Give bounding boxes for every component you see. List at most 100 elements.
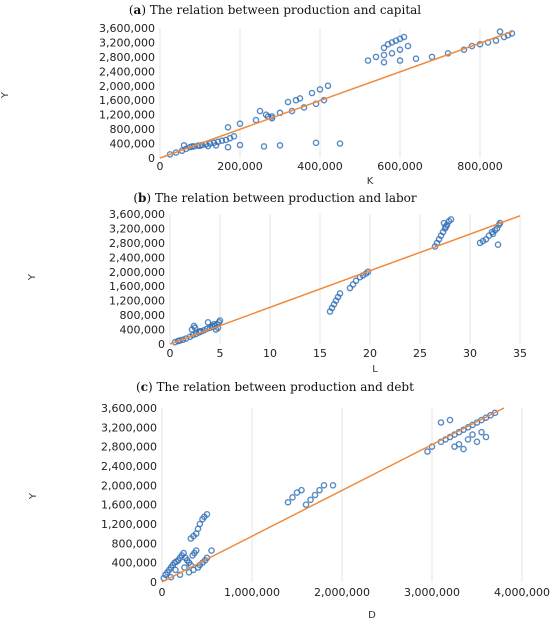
data-point: [494, 241, 502, 248]
data-point: [468, 42, 476, 50]
y-tick-label: 3,200,000: [109, 222, 165, 235]
x-tick-label: 0: [167, 347, 174, 360]
chart-title-text: ) The relation between production and ca…: [141, 3, 421, 17]
data-point: [252, 116, 260, 124]
data-point: [167, 573, 175, 581]
x-tick-label: 800,000: [457, 160, 503, 173]
x-tick-label: 4,000,000: [494, 586, 550, 599]
x-tick-label: 400,000: [297, 160, 343, 173]
x-tick-label: 35: [513, 347, 527, 360]
chart-panel-b: (b) The relation between production and …: [27, 191, 527, 375]
data-point: [210, 320, 218, 328]
y-tick-label: 1,600,000: [109, 280, 165, 293]
data-point: [204, 142, 212, 150]
data-point: [203, 511, 211, 518]
data-point: [428, 53, 436, 61]
y-axis-label: Y: [28, 492, 39, 500]
y-tick-label: 400,000: [120, 324, 166, 337]
chart-title-paren-open: (: [129, 3, 134, 17]
data-point: [508, 30, 516, 37]
scatter-series: [160, 409, 499, 582]
data-point: [256, 107, 264, 115]
y-tick-label: 2,400,000: [99, 65, 155, 78]
data-point: [196, 520, 204, 528]
data-point: [478, 428, 485, 436]
data-point: [289, 494, 296, 501]
x-axis-label: L: [372, 364, 378, 375]
chart-title-text: ) The relation between production and de…: [148, 380, 414, 394]
data-point: [482, 433, 490, 441]
data-point: [224, 143, 232, 151]
x-tick-label: 5: [217, 347, 224, 360]
data-point: [192, 547, 200, 554]
chart-title-paren-open: (: [133, 191, 138, 205]
chart-title-letter: a: [134, 3, 142, 17]
y-tick-label: 2,000,000: [101, 479, 157, 492]
data-point: [284, 98, 292, 106]
data-point: [380, 51, 388, 59]
y-tick-label: 800,000: [112, 537, 158, 550]
y-tick-label: 400,000: [112, 557, 158, 570]
chart-panel-c: (c) The relation between production and …: [28, 380, 550, 621]
y-tick-label: 2,000,000: [99, 80, 155, 93]
data-point: [396, 57, 404, 64]
y-tick-label: 1,200,000: [99, 109, 155, 122]
data-point: [190, 532, 197, 540]
x-axis-label: K: [367, 176, 374, 187]
x-tick-label: 25: [413, 347, 427, 360]
trend-line: [169, 215, 521, 345]
x-tick-label: 600,000: [377, 160, 423, 173]
data-point: [404, 42, 412, 50]
data-point: [218, 137, 226, 144]
trend-line: [159, 30, 513, 159]
data-point: [489, 230, 497, 238]
x-tick-label: 1,000,000: [224, 586, 280, 599]
data-point: [230, 133, 238, 140]
data-point: [380, 44, 388, 52]
data-point: [329, 482, 337, 489]
x-tick-label: 30: [463, 347, 477, 360]
data-point: [352, 277, 360, 285]
chart-title-paren-open: (: [136, 380, 141, 394]
data-point: [491, 409, 499, 417]
data-point: [460, 445, 467, 453]
data-point: [324, 82, 332, 90]
chart-title: (b) The relation between production and …: [133, 191, 417, 205]
data-point: [236, 120, 244, 127]
chart-title: (c) The relation between production and …: [136, 380, 414, 394]
data-point: [208, 547, 215, 554]
y-tick-label: 3,200,000: [101, 421, 157, 434]
data-point: [464, 436, 472, 443]
data-point: [336, 290, 344, 297]
data-point: [396, 46, 404, 53]
trend-line: [161, 407, 505, 583]
data-point: [204, 319, 212, 326]
data-point: [437, 419, 445, 426]
y-tick-label: 0: [148, 152, 155, 165]
chart-panel-a: (a) The relation between production and …: [0, 3, 516, 187]
x-tick-label: 20: [363, 347, 377, 360]
x-tick-label: 10: [263, 347, 277, 360]
data-point: [216, 317, 224, 324]
data-point: [446, 416, 454, 424]
data-point: [372, 53, 380, 61]
data-point: [473, 438, 481, 446]
data-point: [492, 37, 500, 44]
data-point: [311, 491, 319, 499]
y-tick-label: 0: [150, 576, 157, 589]
scatter-series: [171, 216, 504, 346]
data-point: [455, 440, 463, 448]
data-point: [496, 28, 504, 35]
y-tick-label: 400,000: [110, 138, 156, 151]
y-tick-label: 2,800,000: [99, 51, 155, 64]
data-point: [236, 141, 244, 149]
data-point: [276, 142, 284, 149]
y-tick-label: 2,800,000: [101, 441, 157, 454]
y-tick-label: 1,200,000: [109, 295, 165, 308]
data-point: [400, 33, 408, 41]
y-axis-label: Y: [27, 273, 38, 281]
chart-title-letter: c: [141, 380, 148, 394]
y-axis-label: Y: [0, 91, 11, 99]
data-point: [298, 486, 305, 494]
data-point: [212, 142, 220, 149]
